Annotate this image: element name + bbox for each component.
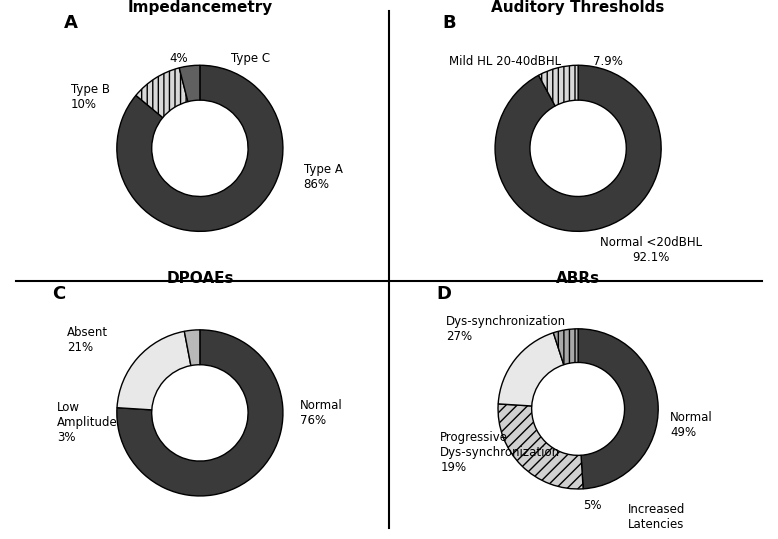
Text: DPOAEs: DPOAEs [166,271,233,286]
Wedge shape [578,329,658,489]
Text: 5%: 5% [584,499,601,512]
Wedge shape [117,65,283,231]
Wedge shape [136,68,188,118]
Wedge shape [117,330,283,496]
Wedge shape [179,65,200,102]
Text: D: D [436,285,451,303]
Text: 4%: 4% [170,52,188,65]
Wedge shape [538,65,578,106]
Text: Absent
21%: Absent 21% [67,326,108,354]
Text: Mild HL 20-40dBHL: Mild HL 20-40dBHL [450,54,562,67]
Text: Low
Amplitude
3%: Low Amplitude 3% [57,402,117,444]
Text: Type C: Type C [231,52,271,65]
Wedge shape [184,330,200,365]
Text: C: C [52,285,65,303]
Wedge shape [498,404,584,489]
Text: Normal
49%: Normal 49% [670,411,713,439]
Text: Dys-synchronization
27%: Dys-synchronization 27% [446,315,566,343]
Text: Type A
86%: Type A 86% [303,163,342,191]
Text: Type B
10%: Type B 10% [71,83,110,111]
Text: Auditory Thresholds: Auditory Thresholds [492,0,664,15]
Text: Normal <20dBHL
92.1%: Normal <20dBHL 92.1% [600,236,703,264]
Wedge shape [553,329,578,365]
Wedge shape [117,331,191,410]
Wedge shape [495,65,661,231]
Text: Impedancemetry: Impedancemetry [128,0,272,15]
Text: Increased
Latencies: Increased Latencies [628,503,685,531]
Wedge shape [498,333,564,406]
Text: Normal
76%: Normal 76% [300,399,342,427]
Text: ABRs: ABRs [556,271,600,286]
Text: 7.9%: 7.9% [593,54,623,67]
Text: B: B [443,14,456,32]
Text: A: A [65,14,79,32]
Text: Progressive
Dys-synchronization
19%: Progressive Dys-synchronization 19% [440,431,560,474]
